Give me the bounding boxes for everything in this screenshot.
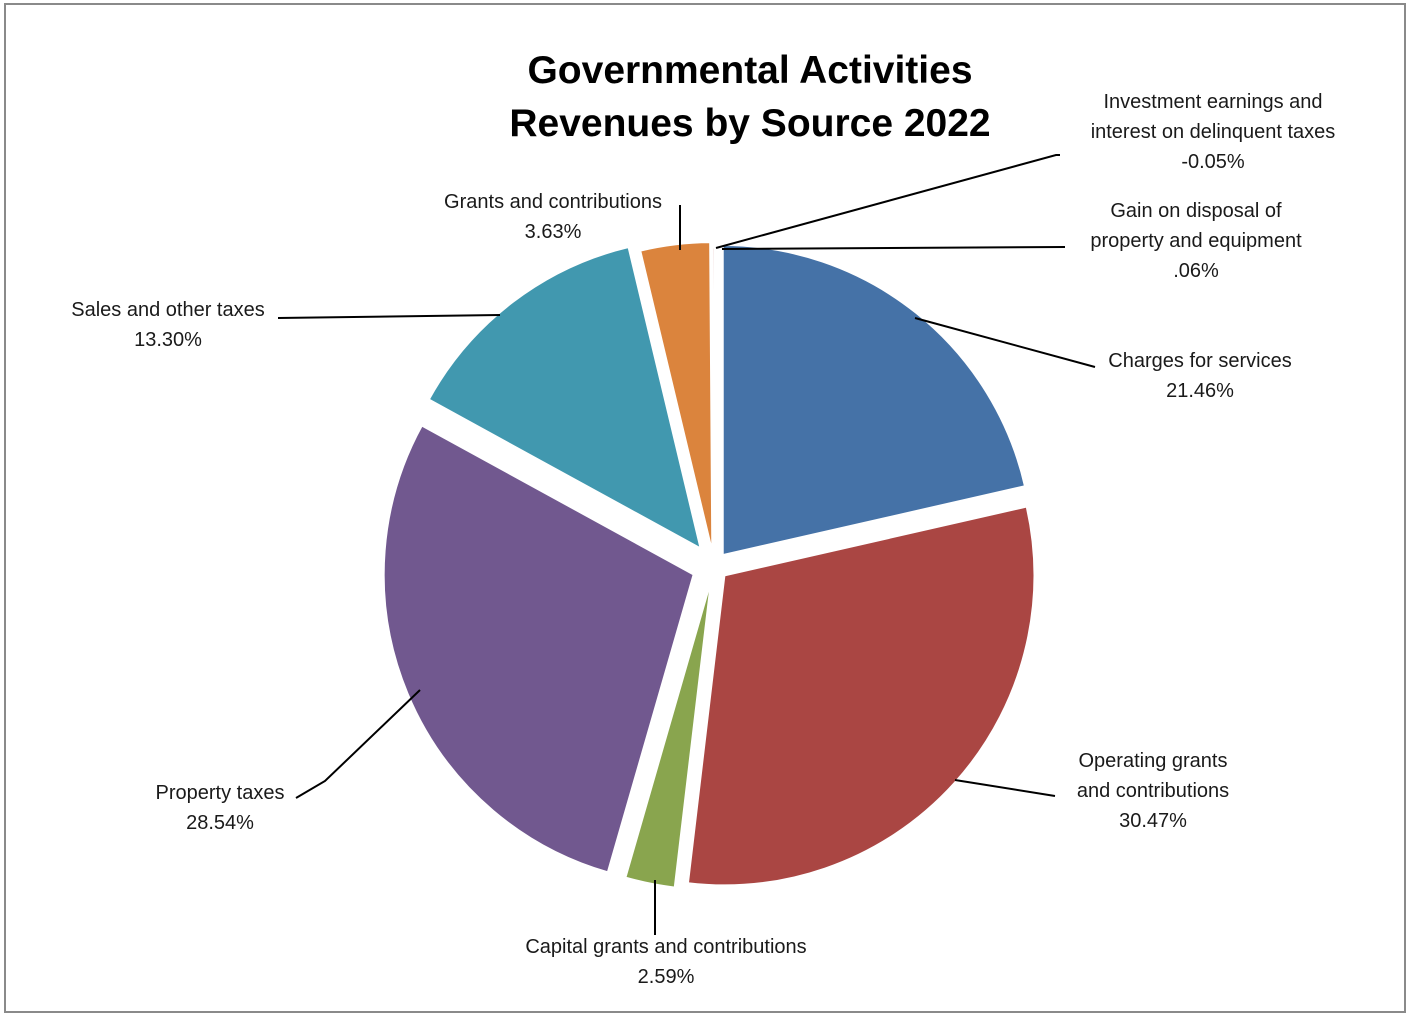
chart-title: Governmental Activities Revenues by Sour… [470,44,1030,150]
chart-title-line-2: Revenues by Source 2022 [509,102,991,145]
pie-slice-capital-grants-and-contributions [624,579,713,889]
data-label-investment-earnings-and-interest-on-delinquent-taxes-line-2: interest on delinquent taxes [1091,121,1336,143]
pie-slice-gain-on-disposal-of-property-and-equipment [712,247,715,559]
data-label-property-taxes-line-1: Property taxes [156,782,285,804]
data-label-grants-and-contributions-line-2: 3.63% [525,221,582,243]
leader-line-investment-earnings-and-interest-on-delinquent-taxes [715,154,1060,249]
data-label-grants-and-contributions-line-1: Grants and contributions [444,191,662,213]
data-label-operating-grants-and-contributions-line-1: Operating grants [1079,750,1228,772]
leader-line-sales-and-other-taxes [277,314,501,319]
data-label-operating-grants-and-contributions-line-3: 30.47% [1119,810,1187,832]
pie-slices [382,241,1036,889]
data-label-gain-on-disposal-of-property-and-equipment-line-1: Gain on disposal of [1110,200,1282,222]
data-label-gain-on-disposal-of-property-and-equipment-line-3: .06% [1173,260,1219,282]
data-label-charges-for-services-line-2: 21.46% [1166,380,1234,402]
data-label-gain-on-disposal-of-property-and-equipment-line-2: property and equipment [1090,230,1302,252]
data-label-investment-earnings-and-interest-on-delinquent-taxes-line-1: Investment earnings and [1103,91,1322,113]
leader-line-charges-for-services [914,317,1096,368]
slice-labels: Charges for services 21.46% Operating gran… [71,91,1335,988]
pie-slice-grants-and-contributions [638,241,714,553]
data-label-sales-and-other-taxes-line-1: Sales and other taxes [71,299,264,321]
data-label-operating-grants-and-contributions-line-2: and contributions [1077,780,1229,802]
data-label-capital-grants-and-contributions-line-2: 2.59% [638,966,695,988]
pie-slice-property-taxes [382,424,695,874]
data-label-capital-grants-and-contributions-line-1: Capital grants and contributions [525,936,806,958]
data-label-charges-for-services-line-1: Charges for services [1108,350,1291,372]
leader-line-gain-on-disposal-of-property-and-equipment [721,246,1066,250]
data-label-property-taxes-line-2: 28.54% [186,812,254,834]
leader-line-operating-grants-and-contributions [954,779,1056,797]
chart-title-line-1: Governmental Activities [527,49,973,92]
pie-slice-sales-and-other-taxes [427,245,703,551]
data-label-investment-earnings-and-interest-on-delinquent-taxes-line-3: -0.05% [1181,151,1245,173]
pie-slice-charges-for-services [721,244,1027,557]
leader-line-property-taxes [295,689,421,799]
pie-slice-operating-grants-and-contributions [686,505,1036,887]
data-label-sales-and-other-taxes-line-2: 13.30% [134,329,202,351]
